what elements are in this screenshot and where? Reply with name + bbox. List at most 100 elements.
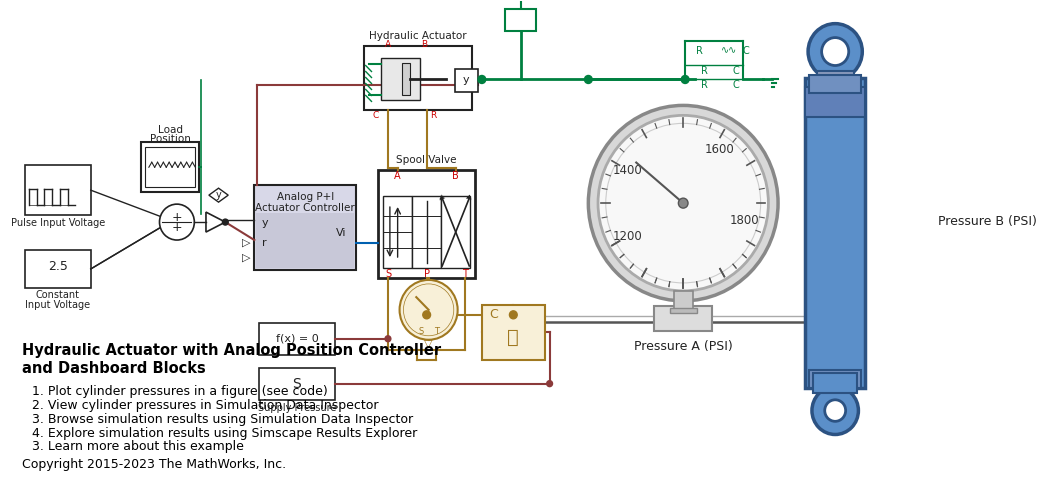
Text: +: + (171, 211, 183, 224)
Text: ▷: ▷ (242, 238, 251, 248)
Text: S: S (385, 269, 392, 279)
FancyBboxPatch shape (816, 71, 854, 81)
Text: B: B (452, 171, 459, 181)
FancyBboxPatch shape (259, 323, 335, 355)
Circle shape (822, 38, 849, 65)
Text: 1600: 1600 (705, 143, 735, 156)
Text: Hydraulic Actuator: Hydraulic Actuator (370, 31, 467, 41)
Text: R: R (430, 111, 436, 120)
Text: 2. View cylinder pressures in Simulation Data Inspector: 2. View cylinder pressures in Simulation… (31, 398, 378, 411)
Text: Pressure A (PSI): Pressure A (PSI) (634, 340, 733, 353)
Text: 🪣: 🪣 (507, 328, 519, 347)
FancyBboxPatch shape (482, 305, 545, 360)
Circle shape (812, 387, 858, 435)
Text: ◀: ◀ (438, 194, 446, 202)
FancyBboxPatch shape (378, 170, 475, 278)
Text: 1. Plot cylinder pressures in a figure (see code): 1. Plot cylinder pressures in a figure (… (31, 385, 328, 398)
Circle shape (222, 219, 229, 225)
Circle shape (478, 75, 485, 83)
FancyBboxPatch shape (403, 62, 410, 96)
Text: ∿∿: ∿∿ (720, 46, 737, 55)
Circle shape (509, 311, 517, 319)
FancyBboxPatch shape (259, 368, 335, 399)
Text: T: T (434, 327, 438, 337)
FancyBboxPatch shape (813, 373, 857, 393)
Circle shape (598, 115, 768, 291)
Text: A: A (395, 171, 401, 181)
FancyBboxPatch shape (412, 196, 442, 268)
Text: Pulse Input Voltage: Pulse Input Voltage (10, 218, 105, 228)
Text: R: R (702, 65, 708, 75)
Circle shape (808, 24, 862, 79)
Circle shape (606, 123, 761, 283)
Text: ▶: ▶ (466, 194, 473, 202)
Circle shape (403, 284, 454, 336)
Text: 1400: 1400 (613, 163, 643, 177)
FancyBboxPatch shape (381, 57, 420, 101)
Polygon shape (209, 188, 229, 202)
Text: ▽: ▽ (424, 339, 433, 349)
FancyBboxPatch shape (805, 78, 865, 388)
Circle shape (589, 106, 778, 301)
Circle shape (423, 311, 430, 319)
FancyBboxPatch shape (255, 185, 356, 270)
FancyBboxPatch shape (455, 68, 478, 93)
Text: C: C (732, 65, 739, 75)
Text: 3. Learn more about this example: 3. Learn more about this example (31, 441, 243, 454)
Text: S: S (419, 327, 424, 337)
Text: Input Voltage: Input Voltage (25, 300, 91, 310)
Text: y: y (464, 75, 470, 86)
Circle shape (825, 400, 846, 422)
Text: B: B (421, 40, 427, 49)
Text: Spool Valve: Spool Valve (397, 155, 457, 165)
Text: +: + (171, 221, 183, 233)
Text: C: C (742, 46, 750, 55)
Text: 4. Explore simulation results using Simscape Results Explorer: 4. Explore simulation results using Sims… (31, 427, 417, 440)
FancyBboxPatch shape (809, 75, 861, 94)
Text: Pressure B (PSI): Pressure B (PSI) (939, 215, 1038, 228)
FancyBboxPatch shape (383, 196, 412, 268)
FancyBboxPatch shape (257, 213, 354, 268)
Text: Load: Load (158, 125, 183, 135)
Text: Constant: Constant (35, 290, 79, 300)
Text: 1200: 1200 (613, 229, 643, 242)
Text: S: S (292, 377, 302, 391)
Polygon shape (206, 212, 226, 232)
FancyBboxPatch shape (25, 165, 91, 215)
Circle shape (679, 198, 688, 208)
Circle shape (400, 280, 457, 340)
Text: R: R (696, 46, 703, 55)
Text: Copyright 2015-2023 The MathWorks, Inc.: Copyright 2015-2023 The MathWorks, Inc. (22, 458, 286, 471)
Text: y: y (216, 190, 221, 200)
Text: Supply Pressure: Supply Pressure (258, 402, 336, 412)
FancyBboxPatch shape (673, 291, 693, 309)
Circle shape (547, 381, 552, 387)
Text: 3. Browse simulation results using Simulation Data Inspector: 3. Browse simulation results using Simul… (31, 412, 412, 426)
FancyBboxPatch shape (809, 370, 861, 388)
Text: Vi: Vi (336, 227, 347, 237)
Circle shape (585, 75, 592, 83)
Text: 2.5: 2.5 (48, 261, 68, 274)
Text: R: R (702, 80, 708, 91)
Circle shape (160, 204, 194, 240)
Text: C: C (373, 111, 379, 120)
Circle shape (385, 336, 390, 342)
Text: P: P (424, 269, 430, 279)
Text: f(x) = 0: f(x) = 0 (276, 334, 318, 344)
Text: r: r (262, 238, 266, 248)
FancyBboxPatch shape (145, 147, 195, 187)
FancyBboxPatch shape (805, 88, 865, 117)
Text: A: A (385, 40, 392, 49)
FancyBboxPatch shape (363, 46, 472, 110)
Text: C: C (732, 80, 739, 91)
Text: Position: Position (149, 134, 191, 144)
FancyBboxPatch shape (505, 9, 536, 31)
Text: y: y (262, 218, 268, 228)
Text: Hydraulic Actuator with Analog Position Controller
and Dashboard Blocks: Hydraulic Actuator with Analog Position … (22, 343, 442, 376)
Text: Actuator Controller: Actuator Controller (256, 203, 355, 213)
FancyBboxPatch shape (669, 308, 696, 313)
FancyBboxPatch shape (25, 250, 91, 288)
Circle shape (682, 75, 689, 83)
FancyBboxPatch shape (655, 306, 712, 331)
Text: ▷: ▷ (242, 253, 251, 263)
